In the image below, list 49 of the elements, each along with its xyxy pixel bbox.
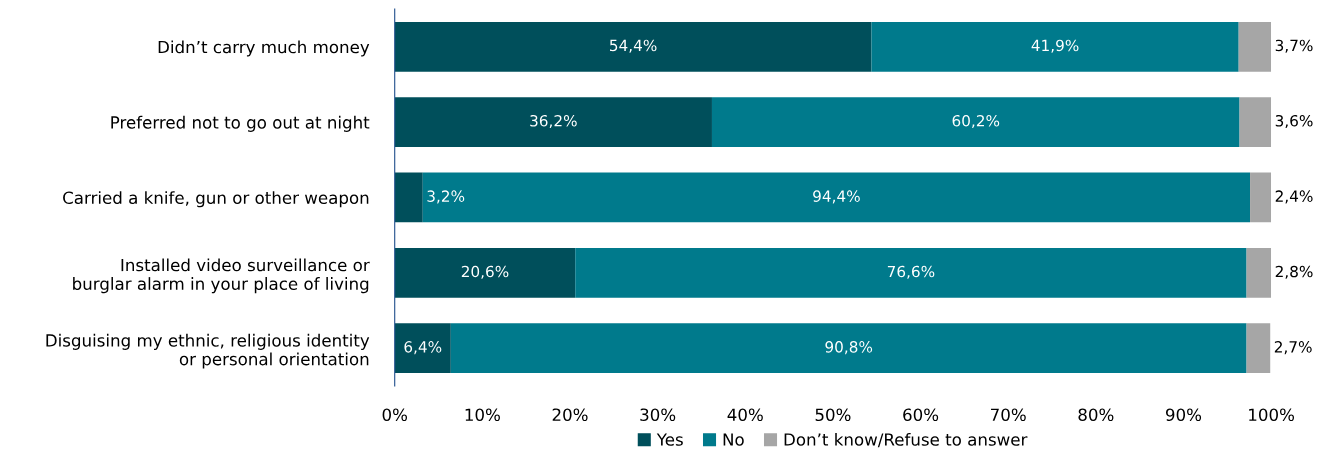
data-label: 3,7% (1275, 39, 1313, 53)
data-label: 76,6% (887, 265, 935, 279)
data-label: 6,4% (404, 341, 442, 355)
legend-label: No (723, 433, 744, 446)
bar (1238, 21, 1272, 72)
y-tick-label: Preferred not to go out at night (111, 115, 370, 132)
bar (1250, 172, 1272, 223)
x-tick-label: 0% (382, 408, 408, 422)
data-label: 3,6% (1275, 115, 1313, 129)
data-label: 54,4% (610, 39, 657, 53)
bar (871, 21, 1239, 72)
bar (711, 97, 1240, 147)
bar (1246, 323, 1271, 374)
data-label: 20,6% (461, 265, 509, 279)
bar (394, 21, 872, 72)
data-label: 2,8% (1275, 265, 1313, 279)
x-tick-label: 70% (991, 408, 1026, 422)
x-tick-label: 80% (1078, 408, 1114, 422)
y-tick-label: Carried a knife, gun or other weapon (63, 191, 369, 208)
x-tick-label: 20% (552, 408, 588, 422)
x-tick-label: 30% (640, 408, 676, 422)
y-tick-label: Installed video surveillance or burglar alarm in your place of living (73, 258, 370, 294)
x-tick-label: 50% (815, 408, 851, 422)
bar (450, 323, 1247, 374)
data-label: 90,8% (825, 341, 873, 355)
bar (575, 247, 1247, 298)
data-label: 41,9% (1031, 39, 1079, 53)
x-tick-label: 90% (1165, 408, 1202, 422)
data-label: 60,2% (952, 115, 1000, 129)
data-label: 36,2% (530, 115, 577, 129)
data-label: 94,4% (813, 190, 860, 204)
x-tick-label: 40% (727, 408, 763, 422)
bar (422, 172, 1251, 223)
legend-label: Yes (656, 433, 683, 446)
x-tick-label: 10% (465, 408, 500, 422)
data-label: 2,4% (1275, 190, 1313, 204)
bar (394, 172, 423, 223)
legend-label: Don’t know/Refuse to answer (784, 432, 1028, 448)
data-label: 2,7% (1274, 341, 1312, 355)
x-tick-label: 60% (903, 408, 939, 422)
x-tick-label: 100% (1249, 408, 1294, 422)
y-tick-label: Didn’t carry much money (158, 40, 370, 57)
data-label: 3,2% (427, 190, 465, 204)
bar (1246, 247, 1272, 298)
bar (394, 323, 451, 374)
y-tick-label: Disguising my ethnic, religious identity or personal orientation (46, 333, 370, 369)
bar (394, 97, 712, 147)
bar (1239, 97, 1272, 147)
bar (394, 247, 576, 298)
